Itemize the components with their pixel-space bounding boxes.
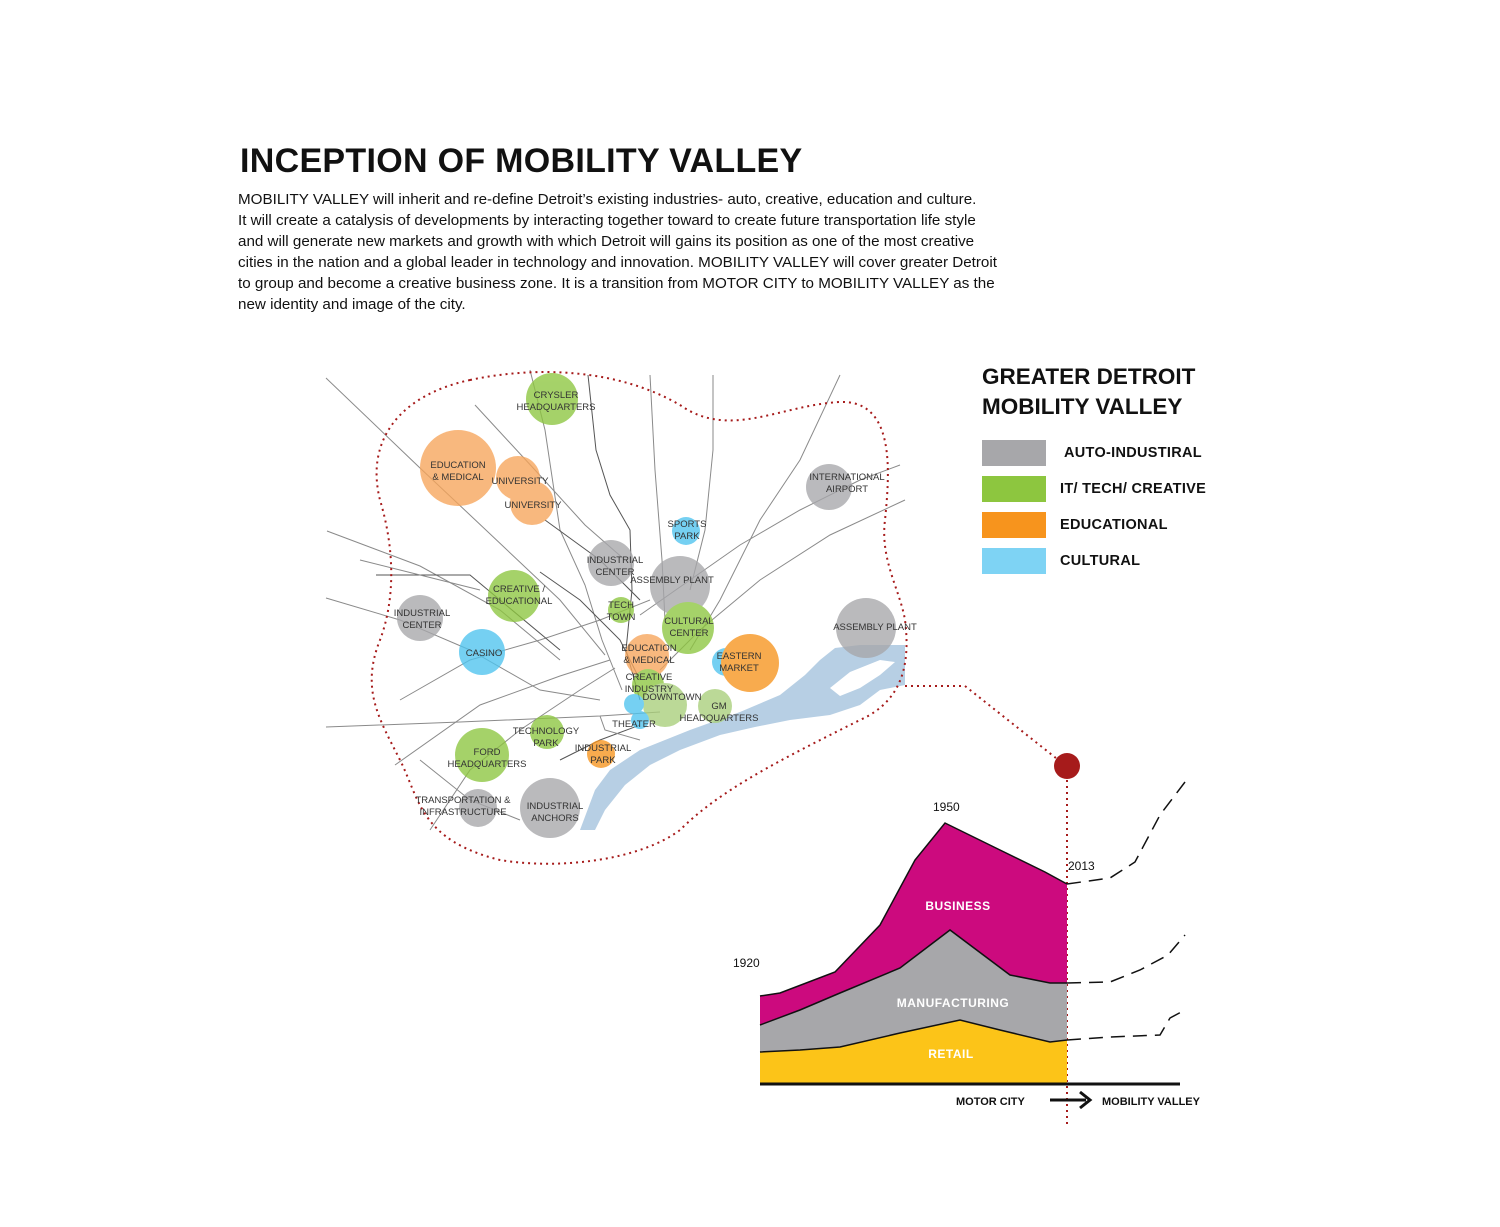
label-industrial-park: INDUSTRIAL PARK <box>575 743 631 766</box>
circle-casino <box>459 629 505 675</box>
intro-line: to group and become a creative business … <box>238 275 995 292</box>
label-cultural-center: CULTURAL CENTER <box>664 616 713 639</box>
timeline-marker <box>1054 753 1080 779</box>
label-casino: CASINO <box>466 648 502 659</box>
river-island <box>830 660 895 696</box>
line-retail-top <box>759 1019 1068 1053</box>
band-business <box>760 823 1067 1025</box>
label-international-airport: INTERNATIONAL AIRPORT <box>809 472 884 495</box>
circle-theater <box>624 694 644 714</box>
label-industrial-anchors: INDUSTRIAL ANCHORS <box>527 801 583 824</box>
line-business-top <box>759 822 1068 997</box>
projection-manufacturing <box>1066 934 1186 984</box>
label-transportation-infrastructure: TRANSPORTATION & INFRASTRUCTURE <box>415 795 511 818</box>
circle-tech-town <box>608 597 634 623</box>
label-theater: THEATER <box>612 719 656 730</box>
circle-cultural-center <box>662 602 714 654</box>
circle-university-2 <box>510 481 554 525</box>
label-university-1: UNIVERSITY <box>491 476 549 487</box>
connector-line <box>905 685 1067 767</box>
year-2013: 2013 <box>1068 859 1095 873</box>
page-title: INCEPTION OF MOBILITY VALLEY <box>240 142 803 180</box>
intro-line: It will create a catalysis of developmen… <box>238 212 976 229</box>
band-label-business: BUSINESS <box>925 899 990 913</box>
axis-label-mobility-valley: MOBILITY VALLEY <box>1102 1096 1201 1108</box>
legend-item-educational: EDUCATIONAL <box>982 512 1222 538</box>
circle-industrial-park <box>587 740 615 768</box>
label-education-medical-nw: EDUCATION & MEDICAL <box>430 460 485 483</box>
projection-business <box>1066 781 1186 885</box>
intro-paragraph: MOBILITY VALLEY will inherit and re-defi… <box>238 189 1078 315</box>
label-ford-headquarters: FORD HEADQUARTERS <box>447 747 526 770</box>
legend-swatch <box>982 512 1046 538</box>
circle-technology-park <box>530 715 564 749</box>
circle-crysler-headquarters <box>526 373 578 425</box>
circle-downtown <box>643 683 687 727</box>
band-label-manufacturing: MANUFACTURING <box>897 996 1010 1010</box>
circle-ford-headquarters <box>455 728 509 782</box>
legend-title: GREATER DETROIT MOBILITY VALLEY <box>982 362 1195 422</box>
label-assembly-plant-east: ASSEMBLY PLANT <box>833 622 917 633</box>
timeline-chart: 1920 1950 2013 BUSINESS MANUFACTURING RE… <box>733 781 1201 1110</box>
intro-line: MOBILITY VALLEY will inherit and re-defi… <box>238 191 977 208</box>
map-labels: CRYSLER HEADQUARTERS EDUCATION & MEDICAL U… <box>394 390 917 824</box>
label-downtown: DOWNTOWN <box>643 692 702 703</box>
legend-item-it-tech-creative: IT/ TECH/ CREATIVE <box>982 476 1222 502</box>
label-education-medical-mid: EDUCATION & MEDICAL <box>621 643 676 666</box>
label-eastern-market: EASTERN MARKET <box>717 651 762 674</box>
detroit-river <box>580 645 905 830</box>
circle-gm-headquarters <box>698 689 732 723</box>
arrow-icon <box>1050 1090 1093 1110</box>
map-circles <box>397 373 896 838</box>
year-1950: 1950 <box>933 800 960 814</box>
circle-education-medical-mid <box>625 634 669 678</box>
circle-sports-park <box>672 517 700 545</box>
band-retail <box>760 1020 1067 1083</box>
circle-creative-educational <box>488 570 540 622</box>
intro-line: new identity and image of the city. <box>238 296 466 313</box>
intro-line: and will generate new markets and growth… <box>238 233 975 250</box>
legend-title-line: MOBILITY VALLEY <box>982 394 1183 419</box>
legend-swatch <box>982 440 1046 466</box>
label-gm-headquarters: GM HEADQUARTERS <box>679 701 758 724</box>
legend-label: AUTO-INDUSTIRAL <box>1064 445 1202 461</box>
legend-item-auto-industrial: AUTO-INDUSTIRAL <box>982 440 1222 466</box>
legend-label: CULTURAL <box>1060 553 1141 569</box>
legend-title-line: GREATER DETROIT <box>982 364 1196 389</box>
year-1920: 1920 <box>733 956 760 970</box>
band-label-retail: RETAIL <box>928 1047 973 1061</box>
label-university-2: UNIVERSITY <box>504 500 562 511</box>
circle-theater-2 <box>631 711 649 729</box>
circle-transportation-infrastructure <box>459 789 497 827</box>
circle-international-airport <box>806 464 852 510</box>
circle-industrial-center-west <box>397 595 443 641</box>
circle-education-medical-nw <box>420 430 496 506</box>
label-creative-educational: CREATIVE / EDUCATIONAL <box>486 584 553 607</box>
circle-industrial-anchors <box>520 778 580 838</box>
line-manufacturing-top <box>759 929 1067 1026</box>
label-industrial-center-west: INDUSTRIAL CENTER <box>394 608 450 631</box>
circle-eastern-market <box>721 634 779 692</box>
projection-retail <box>1066 1009 1186 1041</box>
circle-industrial-center-mid <box>588 540 634 586</box>
label-sports-park: SPORTS PARK <box>668 519 707 542</box>
label-assembly-plant-mid: ASSEMBLY PLANT <box>630 575 714 586</box>
legend-label: EDUCATIONAL <box>1060 517 1168 533</box>
axis-label-motor-city: MOTOR CITY <box>956 1096 1026 1108</box>
circle-assembly-plant-mid <box>650 556 710 616</box>
circle-assembly-plant-east <box>836 598 896 658</box>
label-industrial-center-mid: INDUSTRIAL CENTER <box>587 555 643 578</box>
label-technology-park: TECHNOLOGY PARK <box>513 726 580 749</box>
legend-label: IT/ TECH/ CREATIVE <box>1060 481 1207 497</box>
legend-swatch <box>982 476 1046 502</box>
intro-line: cities in the nation and a global leader… <box>238 254 997 271</box>
mobility-valley-boundary <box>370 371 908 865</box>
label-tech-town: TECH TOWN <box>607 600 636 623</box>
label-creative-industry: CREATIVE INDUSTRY <box>625 672 674 695</box>
legend-item-cultural: CULTURAL <box>982 548 1222 574</box>
label-crysler: CRYSLER HEADQUARTERS <box>516 390 595 413</box>
legend-swatch <box>982 548 1046 574</box>
